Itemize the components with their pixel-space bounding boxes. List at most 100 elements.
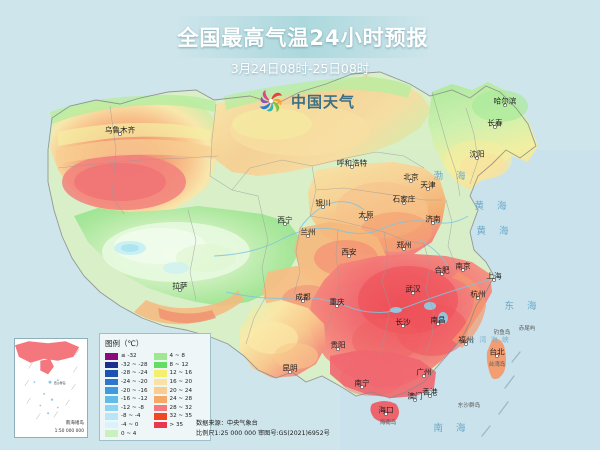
legend-row: -12 ~ -8 [105, 404, 148, 413]
sea-label: 黄 海 [474, 201, 512, 212]
sea-label: 台 湾 海 峡 [468, 336, 510, 344]
city-marker-dot [422, 374, 426, 378]
legend-label: -24 ~ -20 [121, 379, 148, 386]
legend-label: -8 ~ -4 [121, 413, 141, 420]
city-marker-dot [440, 272, 444, 276]
legend-label: 24 ~ 28 [169, 396, 193, 403]
legend-swatch [105, 396, 118, 403]
city-marker-dot [503, 103, 507, 107]
legend-label: -28 ~ -24 [121, 370, 148, 377]
inset-title: 南海诸岛 [65, 421, 84, 426]
legend-row: 8 ~ 12 [153, 361, 192, 370]
sea-label: 渤 海 [433, 171, 471, 182]
legend-label: > 35 [169, 422, 184, 429]
city-marker-dot [475, 156, 479, 160]
legend-label: 8 ~ 12 [169, 361, 189, 368]
city-marker-dot [118, 132, 122, 136]
legend-swatch [105, 378, 118, 386]
city-marker-dot [301, 299, 305, 303]
city-marker-dot [384, 412, 388, 416]
legend-label: 16 ~ 20 [169, 379, 193, 386]
city-marker-dot [288, 370, 292, 374]
city-marker-dot [426, 187, 430, 191]
legend-label: 4 ~ 8 [169, 353, 185, 360]
city-marker-dot [360, 385, 364, 389]
legend-label: 0 ~ 4 [121, 430, 137, 437]
sea-label: 南 海 [433, 423, 471, 434]
city-marker-dot [350, 165, 354, 169]
svg-text:西沙群岛: 西沙群岛 [54, 380, 66, 385]
legend-label: -16 ~ -12 [121, 396, 148, 403]
legend-row: > 35 [153, 421, 192, 430]
legend-row: 32 ~ 35 [153, 412, 193, 421]
legend-swatch [153, 387, 167, 394]
legend-title: 图例（℃） [105, 339, 144, 348]
city-marker-dot [411, 291, 415, 295]
island-label: 海南岛 [379, 420, 397, 426]
city-marker-dot [364, 217, 368, 221]
legend-label: ≤ -32 [121, 353, 137, 360]
legend-swatch [153, 421, 167, 429]
brand-logo: 中国天气 [258, 88, 355, 114]
legend-row: 12 ~ 16 [153, 369, 193, 378]
city-marker-dot [428, 394, 432, 398]
city-marker-dot [306, 234, 310, 238]
legend-label: 12 ~ 16 [169, 370, 193, 377]
city-marker-dot [413, 398, 417, 402]
city-marker-dot [492, 278, 496, 282]
legend-row: 24 ~ 28 [153, 395, 193, 404]
city-marker-dot [401, 324, 405, 328]
city-marker-dot [461, 268, 465, 272]
temperature-legend: 图例（℃） ≤ -32 -32 ~ -28 -28 ~ -24 -24 ~ -20 -2… [99, 333, 211, 441]
city-marker-dot [436, 322, 440, 326]
legend-swatch [105, 404, 118, 412]
legend-swatch [105, 413, 118, 420]
legend-swatch [105, 430, 118, 437]
legend-row: -8 ~ -4 [105, 412, 148, 421]
source-attribution: 数据来源：中央气象台 比例尺1:25 000 000 审图号:GS(2021)6… [196, 419, 330, 439]
legend-row: 16 ~ 20 [153, 378, 193, 387]
city-marker-dot [402, 247, 406, 251]
city-marker-dot [431, 221, 435, 225]
city-marker-dot [493, 125, 497, 129]
city-marker-dot [335, 304, 339, 308]
title-banner: 全国最高气温24小时预报 [177, 16, 428, 58]
legend-swatch [153, 404, 167, 412]
city-marker-dot [464, 342, 468, 346]
city-marker-dot [283, 222, 287, 226]
city-marker-dot [495, 354, 499, 358]
island-label: 东沙群岛 [457, 403, 481, 409]
legend-swatch [105, 370, 118, 377]
source-line-1: 数据来源：中央气象台 [196, 420, 258, 427]
source-line-2: 比例尺1:25 000 000 审图号:GS(2021)6952号 [196, 430, 330, 437]
city-marker-dot [402, 201, 406, 205]
sea-label: 东 海 [504, 301, 542, 312]
legend-row: -16 ~ -12 [105, 395, 148, 404]
legend-swatch [153, 353, 167, 360]
island-label: 赤尾屿 [518, 326, 536, 332]
legend-swatch [105, 353, 118, 360]
pinwheel-logo-icon [258, 88, 284, 114]
city-marker-dot [476, 296, 480, 300]
legend-label: 28 ~ 32 [169, 404, 193, 411]
legend-swatch [105, 421, 118, 429]
legend-swatch [153, 370, 167, 377]
legend-row: 0 ~ 4 [105, 429, 148, 438]
legend-row: 28 ~ 32 [153, 404, 193, 413]
brand-name: 中国天气 [291, 92, 356, 111]
island-label: 钓鱼岛 [493, 330, 511, 336]
legend-label: -20 ~ -16 [121, 387, 148, 394]
inset-scale: 1:50 000 000 [54, 429, 84, 434]
legend-swatch [105, 361, 118, 369]
city-marker-dot [409, 179, 413, 183]
city-marker-dot [321, 205, 325, 209]
legend-label: 32 ~ 35 [169, 413, 193, 420]
legend-row: ≤ -32 [105, 352, 148, 361]
legend-row: 20 ~ 24 [153, 386, 192, 395]
legend-swatch [153, 396, 167, 403]
city-marker-dot [178, 288, 182, 292]
legend-column-left: ≤ -32 -32 ~ -28 -28 ~ -24 -24 ~ -20 -20 ~ -1… [105, 352, 148, 438]
